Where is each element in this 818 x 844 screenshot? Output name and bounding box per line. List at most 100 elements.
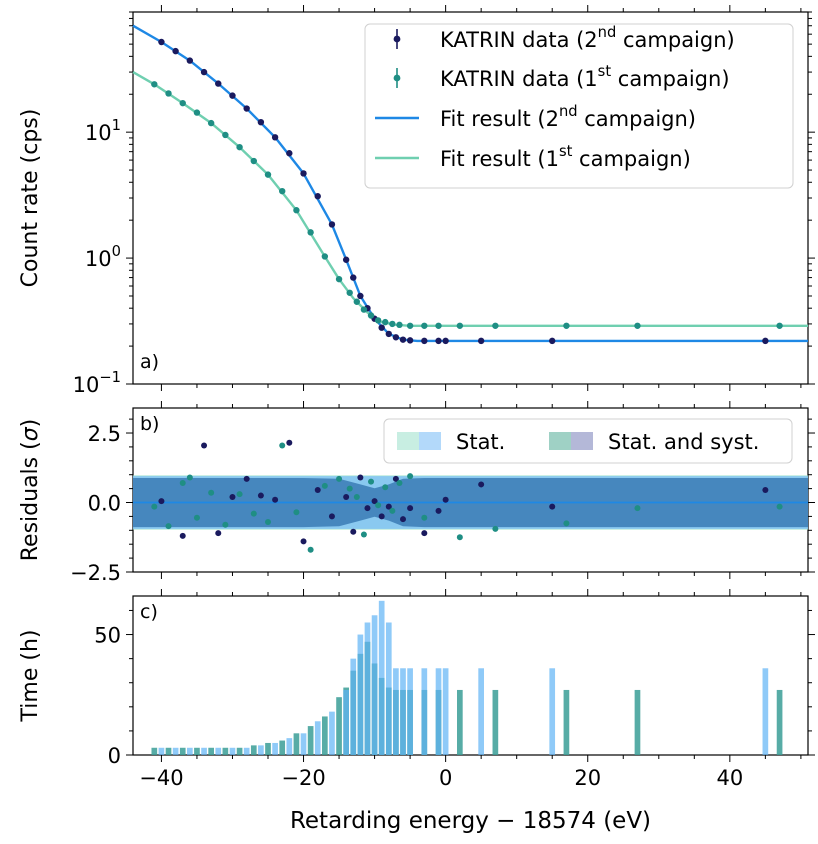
bar-1st-campaign	[563, 689, 570, 755]
residual-point-2nd-campaign	[478, 481, 485, 488]
legend-patch-syst-2nd	[571, 432, 593, 450]
bar-1st-campaign	[265, 742, 271, 755]
bar-1st-campaign	[222, 747, 229, 755]
data-point-2nd-campaign	[392, 334, 400, 341]
residual-point-2nd-campaign	[343, 493, 350, 500]
bar-2nd-campaign	[435, 668, 442, 755]
panel-b-ytick-label: 2.5	[88, 422, 121, 446]
bar-2nd-campaign	[215, 747, 222, 755]
bar-2nd-campaign	[350, 658, 357, 755]
residual-point-2nd-campaign	[314, 487, 321, 493]
bar-2nd-campaign	[300, 733, 307, 755]
data-point-1st-campaign	[193, 109, 201, 116]
residual-point-1st-campaign	[375, 502, 382, 509]
legend-entry-text: Fit result (2nd campaign)	[440, 103, 696, 131]
residual-point-1st-campaign	[421, 514, 428, 521]
data-point-1st-campaign	[492, 322, 499, 329]
data-point-1st-campaign	[360, 306, 368, 313]
panel-c-time: 0 50 −40 −20 0 20 40 Time (h) Retarding energy −…	[18, 589, 815, 834]
residual-point-2nd-campaign	[243, 475, 250, 482]
data-point-2nd-campaign	[378, 324, 385, 331]
residual-point-1st-campaign	[634, 505, 641, 512]
legend-entry-text: Stat.	[456, 430, 505, 454]
panel-c-ytick-label: 0	[108, 744, 121, 768]
residual-point-1st-campaign	[321, 482, 328, 489]
panel-b-ytick-label: −2.5	[70, 561, 121, 585]
data-point-1st-campaign	[382, 318, 389, 326]
data-point-1st-campaign	[346, 289, 353, 296]
data-point-2nd-campaign	[342, 256, 350, 263]
residual-point-2nd-campaign	[350, 528, 357, 535]
panel-a-count-rate: 10−1 100 101 Count rate (cps) a) KATRIN data …	[18, 5, 815, 397]
data-point-1st-campaign	[207, 119, 215, 127]
legend-marker	[393, 74, 401, 82]
panel-a-ylabel: Count rate (cps)	[18, 109, 43, 288]
residual-point-1st-campaign	[265, 518, 271, 525]
data-point-1st-campaign	[634, 322, 641, 329]
residual-point-2nd-campaign	[762, 487, 769, 493]
bar-1st-campaign	[208, 747, 214, 755]
bar-2nd-campaign	[243, 747, 250, 755]
data-point-1st-campaign	[456, 322, 464, 329]
legend-patch-syst-1st	[549, 432, 571, 450]
bar-2nd-campaign	[407, 668, 413, 755]
bar-1st-campaign	[492, 689, 499, 755]
data-point-1st-campaign	[435, 322, 442, 329]
panel-c-xtick-label: 40	[716, 766, 743, 790]
data-point-1st-campaign	[151, 81, 158, 88]
panel-a-ytick-label: 100	[85, 243, 121, 271]
panel-c-xtick-label: 20	[574, 766, 601, 790]
bar-2nd-campaign	[385, 622, 392, 755]
bar-1st-campaign	[151, 747, 158, 755]
data-point-1st-campaign	[367, 312, 375, 319]
data-point-2nd-campaign	[399, 336, 407, 343]
bar-2nd-campaign	[364, 622, 371, 755]
residual-point-1st-campaign	[151, 503, 158, 510]
bar-2nd-campaign	[258, 745, 264, 755]
legend-entry-text: Fit result (1st campaign)	[440, 143, 691, 171]
data-point-1st-campaign	[307, 229, 314, 236]
data-point-1st-campaign	[563, 322, 570, 329]
residual-point-2nd-campaign	[158, 498, 165, 505]
bar-2nd-campaign	[421, 668, 428, 755]
residual-point-1st-campaign	[353, 493, 360, 500]
residual-point-1st-campaign	[222, 521, 229, 528]
residual-point-2nd-campaign	[407, 505, 414, 512]
legend-entry-text: Stat. and syst.	[608, 430, 759, 454]
bar-1st-campaign	[322, 716, 328, 755]
residual-point-1st-campaign	[360, 531, 367, 538]
bar-1st-campaign	[279, 740, 286, 755]
data-point-2nd-campaign	[442, 337, 449, 345]
residual-point-1st-campaign	[179, 480, 186, 487]
bar-2nd-campaign	[371, 615, 378, 755]
data-point-2nd-campaign	[357, 292, 364, 300]
residual-point-1st-campaign	[293, 509, 300, 516]
bar-2nd-campaign	[314, 721, 321, 755]
data-point-2nd-campaign	[200, 68, 208, 76]
data-point-2nd-campaign	[435, 337, 442, 345]
residual-point-2nd-campaign	[328, 513, 335, 520]
data-point-2nd-campaign	[257, 118, 265, 126]
bar-1st-campaign	[307, 726, 314, 755]
bar-2nd-campaign	[272, 742, 278, 755]
data-point-2nd-campaign	[385, 330, 392, 338]
bar-2nd-campaign	[762, 668, 769, 755]
bar-2nd-campaign	[187, 747, 193, 755]
bar-2nd-campaign	[400, 668, 406, 755]
bar-2nd-campaign	[329, 711, 335, 755]
residual-point-1st-campaign	[407, 473, 414, 480]
bar-1st-campaign	[457, 689, 463, 755]
bar-2nd-campaign	[478, 668, 484, 755]
residual-point-1st-campaign	[776, 503, 783, 510]
bar-2nd-campaign	[442, 668, 449, 755]
bar-1st-campaign	[293, 733, 300, 755]
bar-2nd-campaign	[229, 747, 236, 755]
data-point-2nd-campaign	[243, 105, 250, 112]
bar-1st-campaign	[776, 689, 783, 755]
data-point-1st-campaign	[406, 322, 414, 329]
panel-a-ytick-label: 10−1	[73, 369, 121, 397]
residual-point-1st-campaign	[389, 507, 396, 514]
data-point-2nd-campaign	[158, 38, 165, 46]
legend-entry-text: KATRIN data (2nd campaign)	[440, 24, 735, 52]
